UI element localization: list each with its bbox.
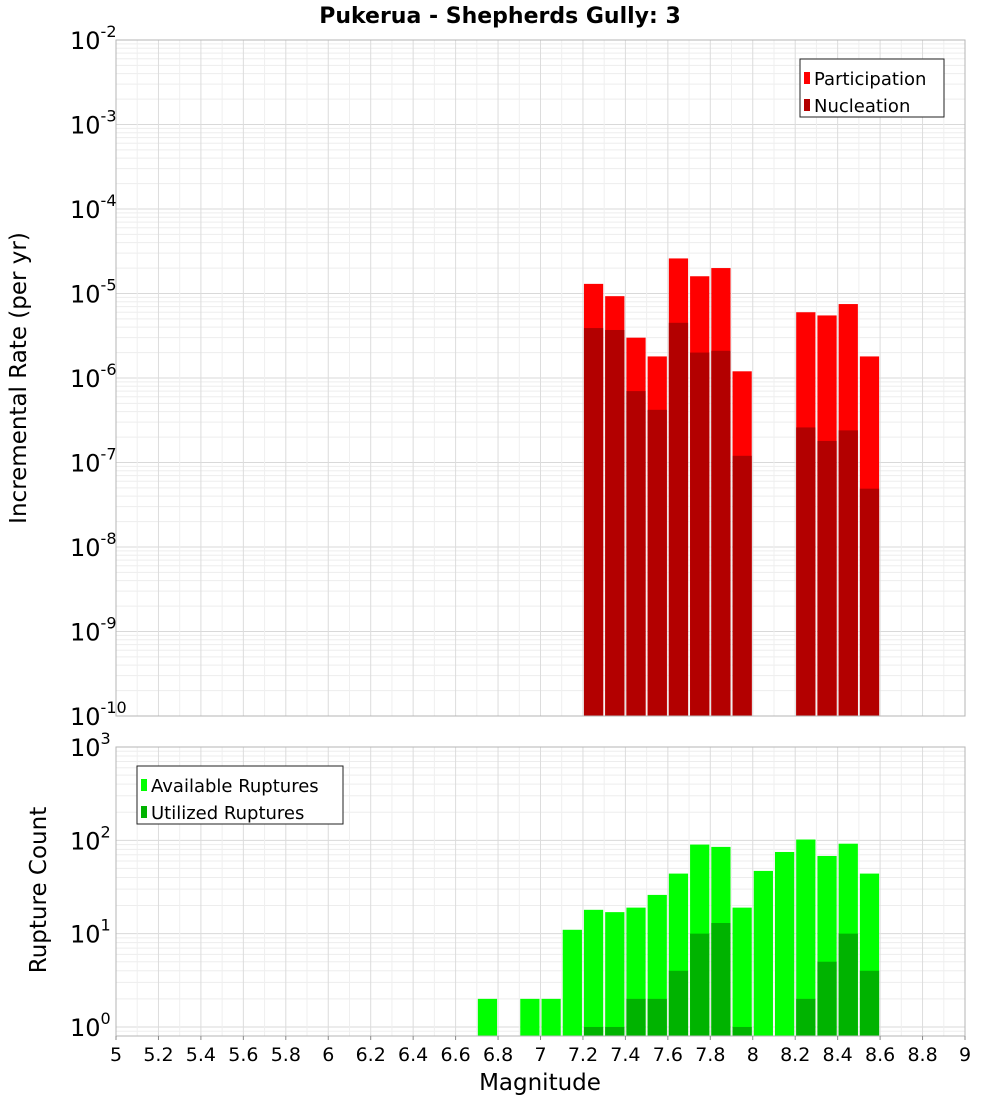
top-y-tick-label: 10-8 [70,529,117,562]
x-tick-label: 8.2 [780,1044,810,1066]
top-y-tick-label: 10-6 [70,360,117,393]
bottom-bar [732,1026,752,1036]
bottom-legend-label: Utilized Ruptures [151,803,304,824]
top-legend-swatch [804,72,810,84]
bottom-y-tick-label: 102 [70,822,111,855]
bottom-bar [732,907,752,1036]
top-bar [690,352,710,716]
top-bar [732,455,752,716]
top-plot-border [115,39,966,717]
bottom-y-axis-label: Rupture Count [26,807,52,973]
bottom-bar [838,933,858,1036]
top-y-tick-label: 10-7 [70,445,117,478]
bottom-bar [583,1026,604,1036]
x-tick-label: 5 [110,1044,122,1066]
top-legend: Participation Nucleation [799,58,945,118]
x-tick-label: 5.4 [186,1044,216,1066]
bottom-legend-box [136,765,344,825]
x-tick-label: 6.2 [356,1044,386,1066]
top-legend-swatch [804,99,810,111]
top-bar [668,322,689,716]
bottom-bar [647,998,667,1036]
x-tick-label: 7.4 [610,1044,640,1066]
top-bar [626,391,646,716]
bottom-bar [690,933,710,1036]
x-tick-label: 5.2 [143,1044,173,1066]
bottom-bar [817,961,837,1036]
x-tick-label: 8.6 [865,1044,895,1066]
bottom-y-tick-label: 103 [70,729,111,762]
top-bar [605,329,625,716]
top-bar [859,488,880,716]
bottom-legend: Available Ruptures Utilized Ruptures [136,765,344,825]
x-tick-label: 6.6 [440,1044,470,1066]
x-tick-label: 7 [534,1044,546,1066]
bottom-bar [605,912,625,1036]
bottom-bar [626,998,646,1036]
bottom-y-tick-label: 100 [70,1009,111,1042]
x-tick-label: 8.4 [823,1044,853,1066]
bottom-bar [583,909,604,1036]
top-bar [647,409,667,716]
bottom-legend-swatch [141,779,147,791]
x-tick-label: 5.8 [271,1044,301,1066]
top-legend-box [799,58,945,118]
top-bar [583,328,604,716]
chart-title: Pukerua - Shepherds Gully: 3 [319,4,681,29]
top-y-tick-label: 10-4 [70,191,117,224]
top-bar [838,430,858,716]
top-series-1 [583,322,880,716]
bottom-legend-swatch [141,806,147,818]
top-legend-label: Participation [814,69,926,90]
bottom-bar [605,1026,625,1036]
bottom-bar [668,970,689,1036]
bottom-bar [520,998,540,1036]
top-y-tick-label: 10-2 [70,22,117,55]
x-axis-label: Magnitude [479,1070,601,1096]
bottom-bar [562,929,582,1036]
top-y-tick-label: 10-3 [70,107,117,140]
top-bar [796,427,816,716]
x-tick-label: 6.4 [398,1044,428,1066]
x-tick-label: 6.8 [483,1044,513,1066]
x-tick-label: 7.6 [653,1044,683,1066]
top-legend-label: Nucleation [814,96,910,117]
top-grid [115,39,966,717]
top-y-tick-label: 10-5 [70,276,117,309]
x-tick-label: 5.6 [228,1044,258,1066]
x-tick-label: 7.2 [568,1044,598,1066]
bottom-series-1 [583,923,880,1036]
x-tick-label: 8 [747,1044,759,1066]
top-y-tick-label: 10-10 [70,698,127,731]
bottom-bar [859,970,880,1036]
x-tick-label: 9 [959,1044,971,1066]
bottom-bar [796,998,816,1036]
top-bar [817,440,837,716]
bottom-bar [774,851,795,1036]
x-tick-label: 7.8 [695,1044,725,1066]
bottom-bar [711,923,731,1036]
top-y-axis-label: Incremental Rate (per yr) [6,232,32,524]
bottom-bar [753,870,773,1036]
x-tick-label: 6 [322,1044,334,1066]
bottom-legend-label: Available Ruptures [151,776,319,797]
x-tick-label: 8.8 [907,1044,937,1066]
top-y-tick-label: 10-9 [70,614,117,647]
bottom-y-tick-label: 101 [70,916,111,949]
bottom-bar [796,839,816,1036]
bottom-bar [541,998,561,1036]
bottom-bar [477,998,498,1036]
top-bar [711,350,731,716]
